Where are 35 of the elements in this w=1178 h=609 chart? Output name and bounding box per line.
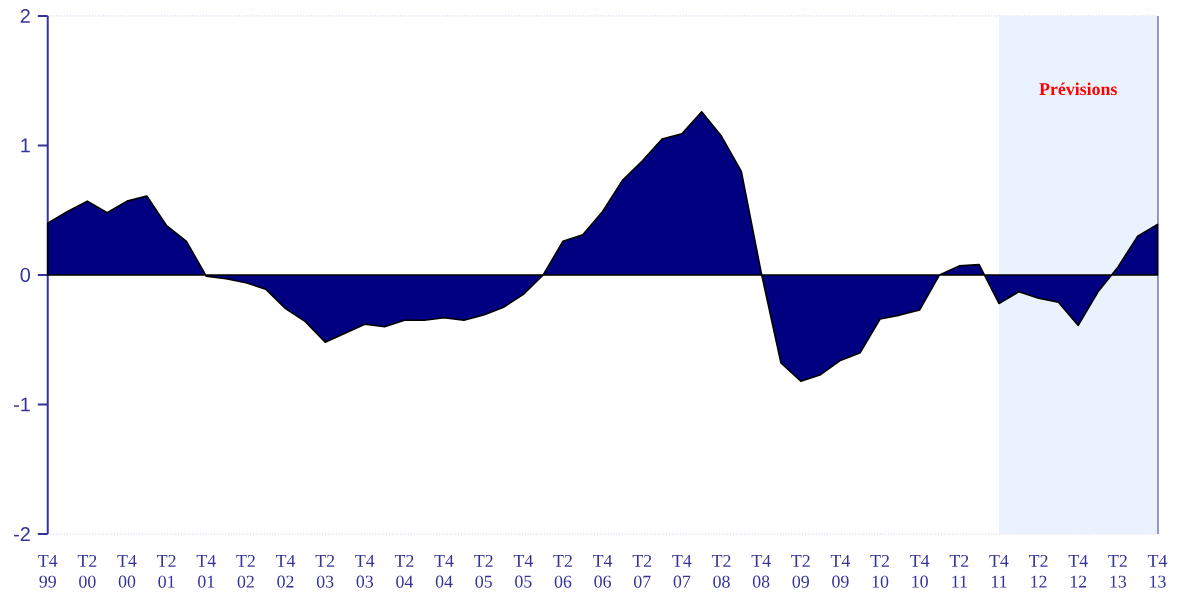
x-tick-label: T2 10	[870, 555, 889, 588]
x-tick-label: T4 08	[751, 555, 771, 588]
x-tick-label: T2 06	[553, 555, 572, 588]
x-tick-label: T2 03	[315, 555, 335, 588]
x-tick-label: T2 12	[1028, 555, 1048, 588]
x-tick-label: T2 00	[77, 555, 97, 588]
x-tick-label: T4 13	[1147, 555, 1168, 588]
x-tick-label: T4 07	[672, 555, 692, 588]
x-tick-label: T2 01	[157, 555, 176, 588]
x-tick-label: T4 06	[593, 555, 613, 588]
x-tick-label: T4 03	[355, 555, 375, 588]
band-label: Prévisions	[1039, 82, 1117, 96]
y-tick-label: -1	[14, 397, 30, 412]
y-tick-label: 1	[21, 138, 30, 153]
x-tick-label: T2 08	[711, 555, 731, 588]
x-tick-label: T2 13	[1108, 555, 1127, 588]
x-tick-label: T4 11	[989, 555, 1009, 588]
x-tick-label: T4 09	[830, 555, 851, 588]
x-tick-label: T2 09	[791, 555, 810, 588]
x-tick-label: T4 05	[513, 555, 533, 588]
x-tick-label: T4 12	[1068, 555, 1088, 588]
x-tick-label: T4 00	[117, 555, 137, 588]
x-tick-label: T4 99	[38, 555, 58, 588]
y-tick-label: 2	[20, 9, 30, 24]
x-tick-label: T4 01	[196, 555, 216, 588]
x-tick-label: T2 05	[474, 555, 493, 588]
x-tick-label: T2 07	[632, 555, 652, 588]
y-tick-label: 0	[20, 268, 31, 283]
x-tick-label: T4 04	[434, 555, 454, 588]
x-tick-label: T2 11	[949, 555, 969, 588]
x-tick-label: T2 04	[394, 555, 414, 588]
x-tick-label: T4 02	[275, 555, 296, 588]
x-tick-label: T2 02	[236, 555, 255, 588]
x-tick-label: T4 10	[910, 555, 930, 588]
y-tick-label: -2	[14, 527, 30, 542]
